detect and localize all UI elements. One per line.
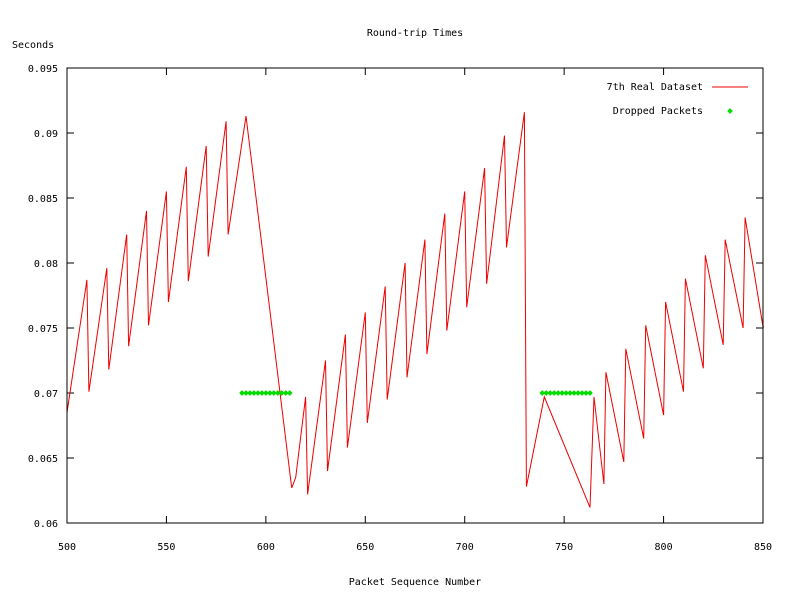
y-axis-label: Seconds (12, 40, 54, 51)
dropped-packet-point (555, 390, 562, 396)
x-ticks: 500 550 600 650 700 750 800 850 (58, 68, 772, 553)
dropped-packet-point (263, 390, 269, 396)
dropped-packet-point (259, 390, 265, 396)
x-tick-label: 600 (257, 542, 275, 553)
x-tick-label: 500 (58, 542, 76, 553)
y-tick-label: 0.075 (28, 324, 58, 335)
dropped-packet-point (282, 390, 289, 396)
dropped-packet-point (278, 390, 285, 396)
dropped-packet-point (583, 390, 589, 396)
dropped-packet-point (270, 390, 277, 396)
y-tick-label: 0.09 (34, 129, 58, 140)
dropped-packet-point (571, 390, 577, 396)
dropped-packet-point (274, 390, 281, 396)
legend: 7th Real Dataset Dropped Packets (607, 82, 748, 117)
dropped-packet-point (243, 390, 249, 396)
dropped-packet-point (547, 390, 554, 396)
dropped-packet-point (567, 390, 573, 396)
x-axis-label: Packet Sequence Number (349, 577, 481, 588)
y-tick-label: 0.085 (28, 194, 58, 205)
legend-label: Dropped Packets (613, 106, 703, 117)
dropped-packet-point (551, 390, 558, 396)
dropped-packet-point (286, 390, 293, 396)
plot-frame (66, 67, 764, 524)
y-ticks: 0.06 0.065 0.07 0.075 0.08 0.085 0.09 0.095 (28, 64, 763, 530)
y-tick-label: 0.07 (34, 389, 58, 400)
dropped-packet-point (559, 390, 565, 396)
dropped-packet-point (539, 390, 546, 396)
series-line-rtt (66, 112, 764, 508)
chart-title: Round-trip Times (367, 28, 463, 39)
legend-label: 7th Real Dataset (607, 82, 703, 93)
y-tick-label: 0.06 (34, 519, 58, 530)
y-tick-label: 0.095 (28, 64, 58, 75)
x-tick-label: 650 (356, 542, 374, 553)
dropped-packet-point (267, 390, 273, 396)
dropped-packet-point (543, 390, 550, 396)
x-tick-label: 850 (754, 542, 772, 553)
dropped-packet-point (251, 390, 257, 396)
dropped-packet-point (579, 390, 585, 396)
dropped-packet-point (247, 390, 253, 396)
dropped-packet-point (575, 390, 581, 396)
x-tick-label: 800 (655, 542, 673, 553)
dropped-packet-point (239, 390, 245, 396)
x-tick-label: 700 (456, 542, 474, 553)
y-tick-label: 0.065 (28, 454, 58, 465)
dropped-packet-point (587, 390, 593, 396)
dropped-packet-point (255, 390, 261, 396)
y-tick-label: 0.08 (34, 259, 58, 270)
x-tick-label: 750 (555, 542, 573, 553)
dropped-packet-point (563, 390, 569, 396)
x-tick-label: 550 (157, 542, 175, 553)
plot-area (66, 112, 764, 508)
legend-swatch-point (727, 108, 733, 114)
